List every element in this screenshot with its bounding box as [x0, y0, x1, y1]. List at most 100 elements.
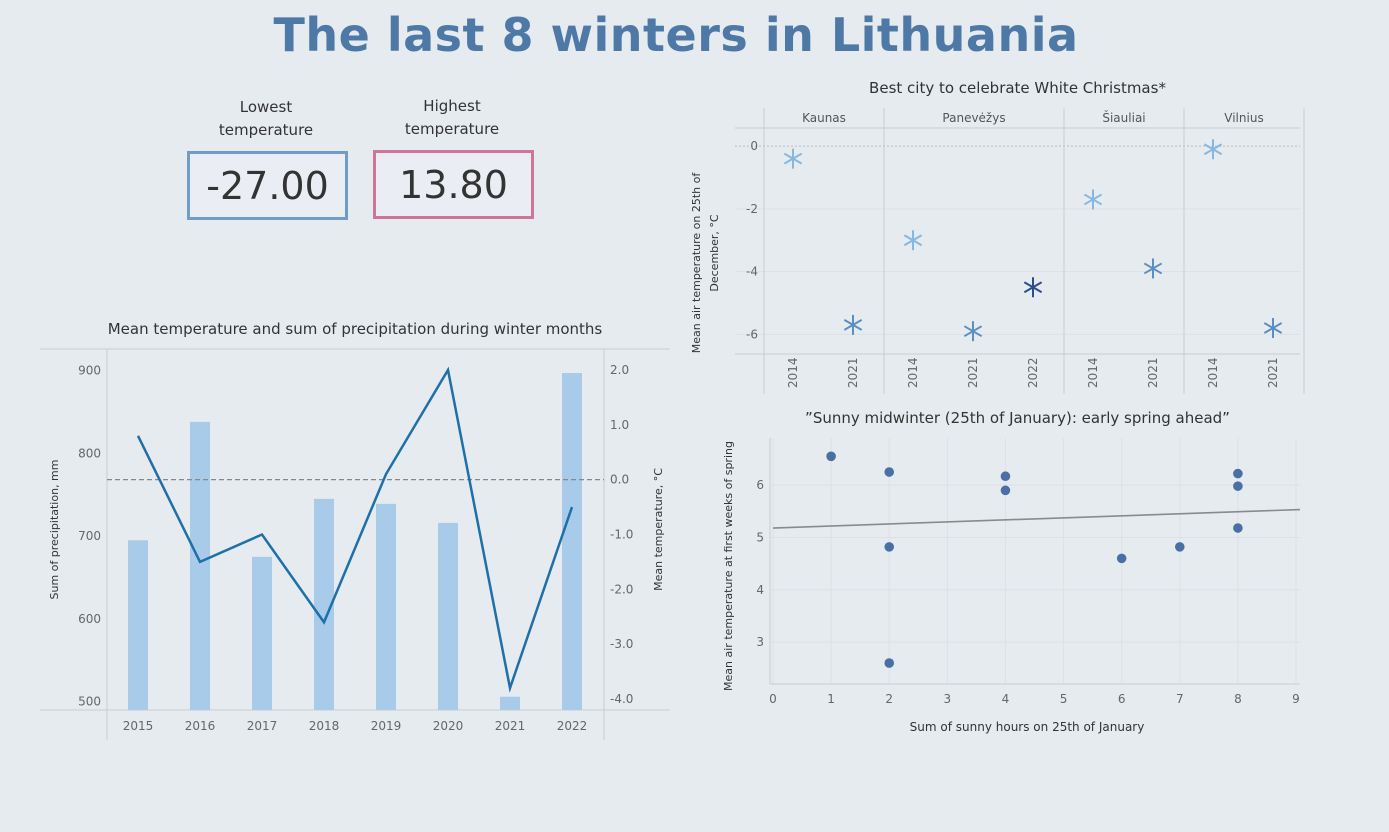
- asterisk-marker: [783, 148, 803, 169]
- y-tick-label: -2: [746, 202, 758, 216]
- x-tick-label: 2: [885, 692, 893, 706]
- kpi-lowest-label-line2: temperature: [218, 121, 314, 139]
- precipitation-bar: [438, 522, 458, 710]
- y-tick-label: 800: [78, 446, 101, 460]
- page-title: The last 8 winters in Lithuania: [273, 8, 1079, 62]
- precipitation-bar: [562, 373, 582, 710]
- y2-tick-label: -2.0: [610, 582, 633, 596]
- asterisk-marker: [963, 321, 983, 342]
- x-tick-label: 2021: [495, 719, 526, 733]
- scatter-point: [826, 451, 836, 462]
- scatter-point: [1233, 468, 1243, 479]
- y-tick-label: 0: [750, 139, 758, 153]
- y2-tick-label: -4.0: [610, 692, 633, 706]
- asterisk-marker: [1203, 139, 1223, 160]
- kpi-highest-card: 13.80: [373, 150, 534, 219]
- scatter-point: [1233, 481, 1243, 491]
- asterisk-stroke: [1083, 193, 1103, 206]
- city-header: Vilnius: [1224, 111, 1263, 125]
- scatter-point: [884, 467, 895, 477]
- kpi-highest-label-line2: temperature: [404, 120, 500, 138]
- kpi-highest-label: Highest temperature: [367, 95, 537, 141]
- y-axis-label-line2: December, °C: [708, 214, 721, 292]
- scatter-point: [1233, 523, 1243, 533]
- y-tick-label: 700: [78, 529, 101, 543]
- asterisk-marker: [1023, 277, 1043, 298]
- year-tick-label: 2014: [1206, 357, 1220, 388]
- y2-tick-label: -1.0: [610, 528, 633, 542]
- x-tick-label: 2017: [247, 719, 278, 733]
- asterisk-stroke: [963, 325, 983, 338]
- city-header: Panevėžys: [942, 111, 1005, 125]
- y-tick-label: 5: [756, 530, 764, 544]
- y2-tick-label: -3.0: [610, 637, 633, 651]
- year-tick-label: 2014: [1086, 357, 1100, 388]
- x-tick-label: 2020: [433, 719, 464, 733]
- christmas-chart-title: Best city to celebrate White Christmas*: [869, 79, 1166, 97]
- combo-chart-title: Mean temperature and sum of precipitatio…: [107, 320, 603, 338]
- kpi-highest-value: 13.80: [399, 162, 508, 207]
- precipitation-bar: [500, 696, 520, 710]
- precipitation-bar: [190, 421, 210, 710]
- x-tick-label: 2016: [185, 719, 216, 733]
- year-tick-label: 2014: [786, 357, 800, 388]
- scatter-point: [884, 542, 895, 552]
- kpi-lowest-label-line1: Lowest: [239, 98, 293, 116]
- x-tick-label: 8: [1234, 692, 1242, 706]
- city-header: Kaunas: [802, 111, 846, 125]
- y-tick-label: -6: [746, 327, 758, 341]
- y-axis-label-line1: Mean air temperature on 25th of: [690, 172, 703, 354]
- year-tick-label: 2022: [1026, 357, 1040, 388]
- x-tick-label: 0: [769, 692, 777, 706]
- asterisk-marker: [1083, 189, 1103, 210]
- scatter-point: [884, 658, 895, 668]
- asterisk-stroke: [843, 319, 863, 331]
- precipitation-temperature-chart: 500 600 700 800 900 2.0 1.0 0.0 -1.0 -2.0 -3.0 -4.0…: [40, 348, 670, 740]
- scatter-point: [1116, 553, 1127, 564]
- year-tick-label: 2021: [1146, 357, 1160, 388]
- y2-axis-label: Mean temperature, °C: [652, 468, 665, 591]
- trend-line: [772, 508, 1301, 529]
- x-tick-label: 5: [1060, 692, 1068, 706]
- asterisk-stroke: [783, 152, 803, 165]
- y-tick-label: 4: [756, 583, 764, 597]
- x-axis-label: Sum of sunny hours on 25th of January: [910, 720, 1145, 734]
- precipitation-bar: [128, 540, 148, 710]
- y-axis-label: Sum of precipitation, mm: [48, 460, 61, 600]
- city-header: Šiauliai: [1102, 110, 1145, 125]
- asterisk-stroke: [1023, 281, 1043, 294]
- precipitation-bar: [314, 498, 334, 710]
- x-tick-label: 6: [1118, 692, 1126, 706]
- x-tick-label: 2022: [557, 719, 588, 733]
- y-axis-label: Mean air temperature at first weeks of s…: [722, 441, 735, 691]
- precipitation-bar: [376, 503, 396, 710]
- asterisk-marker: [1143, 258, 1163, 279]
- asterisk-stroke: [1143, 262, 1163, 275]
- y-tick-label: 600: [78, 612, 101, 626]
- y2-tick-label: 2.0: [610, 363, 629, 377]
- year-tick-label: 2014: [906, 357, 920, 388]
- kpi-highest-label-line1: Highest: [423, 97, 481, 115]
- sunny-chart-title: ”Sunny midwinter (25th of January): earl…: [805, 409, 1230, 427]
- y-tick-label: 3: [756, 635, 764, 649]
- y2-tick-label: 1.0: [610, 418, 629, 432]
- asterisk-marker: [903, 230, 923, 251]
- x-tick-label: 2015: [123, 719, 154, 733]
- kpi-lowest-value: -27.00: [206, 163, 329, 208]
- y-tick-label: 900: [78, 364, 101, 378]
- asterisk-stroke: [1203, 143, 1223, 156]
- x-tick-label: 3: [944, 692, 952, 706]
- sunny-midwinter-chart: 0 1 2 3 4 5 6 7 8 9 3 4 5 6 Sum of sunny hours on 25th…: [722, 438, 1301, 734]
- year-tick-label: 2021: [846, 357, 860, 388]
- y-tick-label: -4: [746, 265, 758, 279]
- kpi-lowest-card: -27.00: [187, 151, 348, 220]
- asterisk-stroke: [903, 234, 923, 247]
- scatter-point: [1000, 471, 1011, 482]
- precipitation-bar: [252, 556, 272, 710]
- year-tick-label: 2021: [1266, 357, 1280, 388]
- scatter-point: [1000, 485, 1011, 496]
- y2-tick-label: 0.0: [610, 473, 629, 487]
- temperature-line: [136, 366, 574, 693]
- kpi-lowest-label: Lowest temperature: [181, 96, 351, 142]
- x-tick-label: 7: [1176, 692, 1184, 706]
